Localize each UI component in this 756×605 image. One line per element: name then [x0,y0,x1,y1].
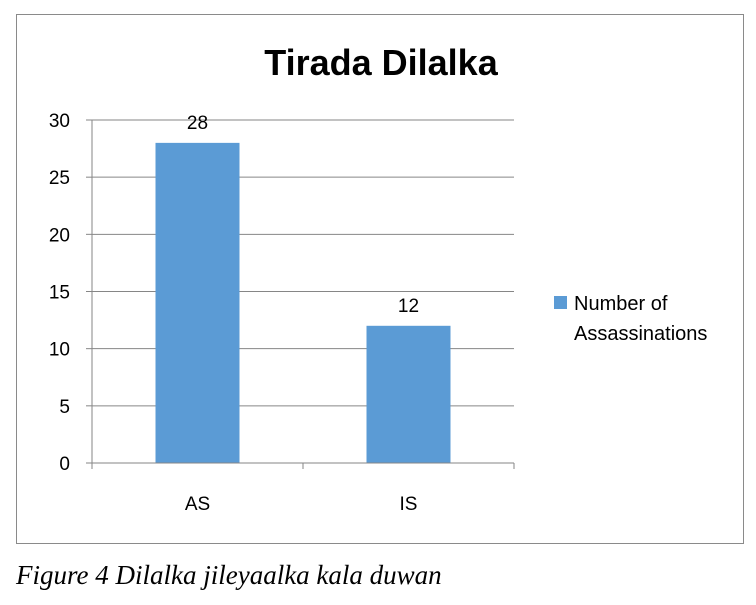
y-tick-label: 5 [59,397,70,418]
chart-svg: Tirada Dilalka 28 12 0 5 10 15 20 25 30 AS IS Num… [49,42,708,515]
y-tick-label: 15 [49,283,70,304]
bar [366,325,451,463]
y-tick-label: 30 [49,111,70,132]
legend-label: Assassinations [574,323,707,345]
legend-label: Number of [574,293,668,315]
data-label: 28 [187,113,208,134]
bar [155,142,240,463]
figure-caption: Figure 4 Dilalka jileyaalka kala duwan [16,560,442,590]
y-tick-label: 20 [49,225,70,246]
y-tick-label: 10 [49,340,70,361]
x-tick-label: IS [400,494,418,515]
legend-swatch [554,296,567,309]
chart-title: Tirada Dilalka [264,42,498,83]
y-tick-label: 0 [59,454,70,475]
y-tick-label: 25 [49,168,70,189]
data-label: 12 [398,296,419,317]
x-tick-label: AS [185,494,210,515]
